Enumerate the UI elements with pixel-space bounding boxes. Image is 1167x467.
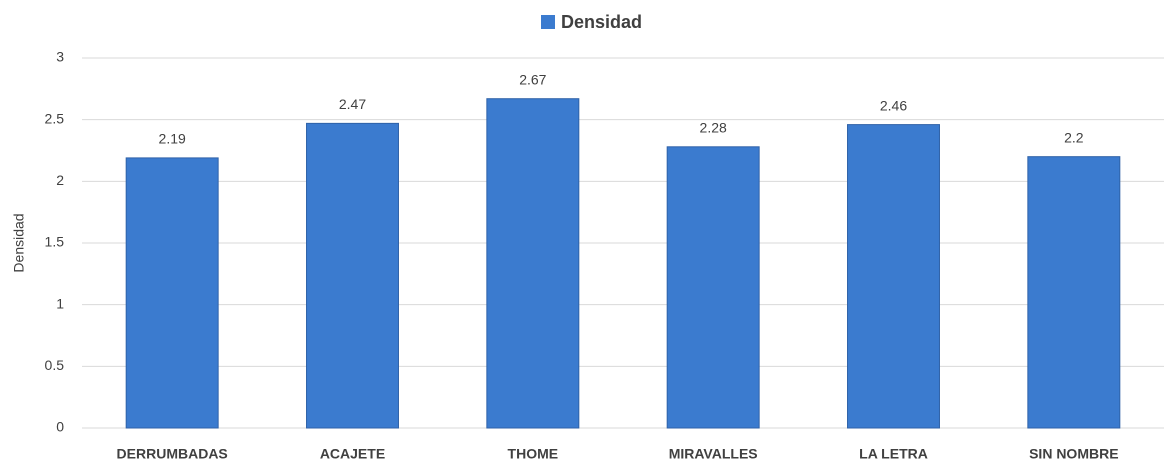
data-label: 2.47 — [339, 96, 366, 112]
y-tick-label: 1.5 — [45, 234, 65, 250]
y-tick-label: 2 — [56, 172, 64, 188]
y-tick-label: 0.5 — [45, 357, 65, 373]
data-label: 2.67 — [519, 71, 546, 87]
data-label: 2.2 — [1064, 129, 1084, 145]
x-tick-label: ACAJETE — [320, 446, 385, 462]
bar — [1027, 156, 1121, 429]
bar — [125, 157, 219, 429]
data-label: 2.46 — [880, 97, 907, 113]
y-axis-label: Densidad — [11, 213, 27, 272]
x-tick-label: MIRAVALLES — [669, 446, 758, 462]
y-tick-label: 0 — [56, 419, 64, 435]
bar — [847, 124, 940, 429]
y-tick-label: 2.5 — [45, 110, 65, 126]
y-tick-label: 3 — [56, 49, 64, 65]
data-label: 2.19 — [159, 131, 186, 147]
bar — [666, 146, 760, 429]
x-tick-label: SIN NOMBRE — [1029, 446, 1118, 462]
x-tick-label: THOME — [508, 446, 559, 462]
legend-swatch — [541, 15, 555, 29]
x-tick-label: LA LETRA — [859, 446, 928, 462]
bar — [486, 98, 580, 429]
y-tick-label: 1 — [56, 295, 64, 311]
legend-label: Densidad — [561, 12, 642, 32]
x-tick-label: DERRUMBADAS — [117, 446, 228, 462]
bar — [306, 122, 399, 429]
data-label: 2.28 — [700, 120, 727, 136]
